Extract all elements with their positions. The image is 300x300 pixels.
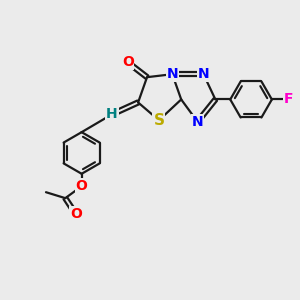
Text: O: O (76, 179, 88, 193)
Text: O: O (122, 55, 134, 69)
Text: O: O (70, 207, 82, 221)
Text: N: N (198, 67, 209, 81)
Text: N: N (167, 67, 178, 81)
Text: H: H (106, 107, 118, 121)
Text: S: S (153, 113, 164, 128)
Text: N: N (192, 115, 203, 129)
Text: F: F (284, 92, 293, 106)
